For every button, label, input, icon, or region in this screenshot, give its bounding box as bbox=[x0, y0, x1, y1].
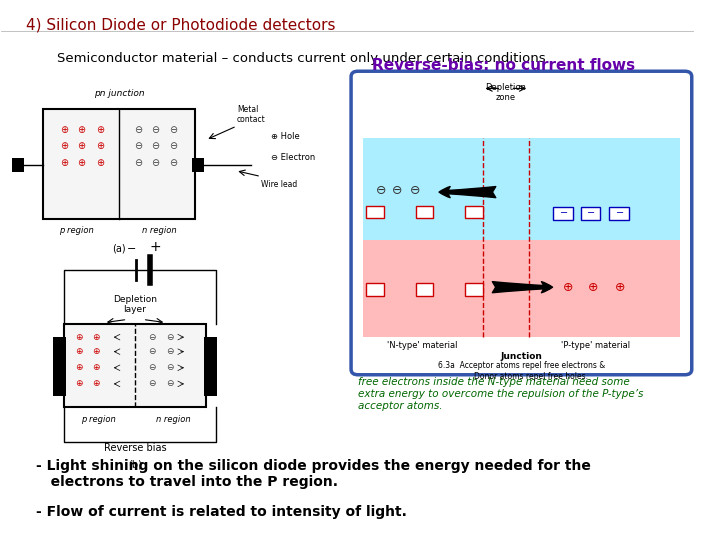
Text: ⊖: ⊖ bbox=[134, 158, 142, 167]
Text: ⊖: ⊖ bbox=[151, 158, 159, 167]
Text: ⊖: ⊖ bbox=[392, 184, 402, 197]
Text: ⊕: ⊕ bbox=[92, 363, 100, 372]
Text: Depletion
zone: Depletion zone bbox=[485, 83, 526, 103]
Text: ⊖: ⊖ bbox=[169, 141, 177, 151]
FancyBboxPatch shape bbox=[366, 284, 384, 296]
Text: ⊕: ⊕ bbox=[75, 347, 83, 356]
Text: - Flow of current is related to intensity of light.: - Flow of current is related to intensit… bbox=[36, 505, 407, 519]
Text: Wire lead: Wire lead bbox=[261, 180, 297, 189]
FancyBboxPatch shape bbox=[43, 109, 195, 219]
Text: ⊕: ⊕ bbox=[60, 158, 68, 167]
Text: ⊕: ⊕ bbox=[77, 141, 85, 151]
Text: Metal
contact: Metal contact bbox=[237, 105, 266, 124]
Text: ⊖: ⊖ bbox=[148, 347, 156, 356]
FancyBboxPatch shape bbox=[366, 206, 384, 218]
Text: ⊖: ⊖ bbox=[169, 125, 177, 136]
Text: ⊖: ⊖ bbox=[148, 333, 156, 342]
Text: ⊖: ⊖ bbox=[166, 363, 174, 372]
Text: ⊕: ⊕ bbox=[96, 158, 104, 167]
Text: 4) Silicon Diode or Photodiode detectors: 4) Silicon Diode or Photodiode detectors bbox=[26, 17, 335, 32]
FancyBboxPatch shape bbox=[12, 158, 24, 172]
Text: ⊖: ⊖ bbox=[166, 380, 174, 388]
Text: ⊕: ⊕ bbox=[614, 281, 625, 294]
FancyBboxPatch shape bbox=[416, 206, 433, 218]
Text: free electrons inside the N-type material need some
extra energy to overcome the: free electrons inside the N-type materia… bbox=[358, 377, 644, 410]
Text: ⊖: ⊖ bbox=[151, 125, 159, 136]
Text: ⊖ Electron: ⊖ Electron bbox=[271, 153, 315, 161]
Text: - Light shining on the silicon diode provides the energy needed for the
   elect: - Light shining on the silicon diode pro… bbox=[36, 459, 591, 489]
FancyBboxPatch shape bbox=[63, 323, 206, 407]
Text: ⊕: ⊕ bbox=[60, 141, 68, 151]
Text: ⊕: ⊕ bbox=[75, 380, 83, 388]
FancyBboxPatch shape bbox=[53, 337, 66, 396]
Text: ⊕: ⊕ bbox=[77, 125, 85, 136]
FancyBboxPatch shape bbox=[553, 207, 572, 220]
Text: ⊕: ⊕ bbox=[562, 281, 573, 294]
Text: ⊕: ⊕ bbox=[92, 347, 100, 356]
Text: ⊕: ⊕ bbox=[92, 380, 100, 388]
Text: 'N-type' material: 'N-type' material bbox=[387, 341, 458, 350]
Text: ⊖: ⊖ bbox=[169, 158, 177, 167]
FancyBboxPatch shape bbox=[609, 207, 629, 220]
Text: ⊕: ⊕ bbox=[96, 141, 104, 151]
Text: ⊖: ⊖ bbox=[166, 347, 174, 356]
FancyBboxPatch shape bbox=[204, 337, 217, 396]
Text: +: + bbox=[149, 240, 161, 254]
Text: 6.3a  Acceptor atoms repel free electrons &
        Donor atoms repel free holes: 6.3a Acceptor atoms repel free electrons… bbox=[438, 361, 605, 381]
Text: ⊕: ⊕ bbox=[75, 363, 83, 372]
Text: ⊕ Hole: ⊕ Hole bbox=[271, 132, 300, 141]
Text: −: − bbox=[127, 244, 136, 254]
Text: (a): (a) bbox=[112, 243, 126, 253]
Text: n region: n region bbox=[142, 226, 176, 235]
FancyBboxPatch shape bbox=[465, 284, 482, 296]
Text: 'P-type' material: 'P-type' material bbox=[561, 341, 630, 350]
Text: ⊕: ⊕ bbox=[588, 281, 599, 294]
FancyBboxPatch shape bbox=[465, 206, 482, 218]
Text: ⊖: ⊖ bbox=[410, 184, 420, 197]
Text: p region: p region bbox=[81, 415, 116, 424]
FancyBboxPatch shape bbox=[192, 158, 204, 172]
Text: ⊖: ⊖ bbox=[134, 125, 142, 136]
Text: ⊖: ⊖ bbox=[376, 184, 386, 197]
Text: (b): (b) bbox=[128, 459, 142, 469]
Text: ⊖: ⊖ bbox=[148, 363, 156, 372]
Text: ⊖: ⊖ bbox=[151, 141, 159, 151]
FancyBboxPatch shape bbox=[416, 284, 433, 296]
Text: Depletion
layer: Depletion layer bbox=[113, 295, 157, 314]
Text: −: − bbox=[588, 208, 595, 218]
Text: ⊖: ⊖ bbox=[166, 333, 174, 342]
Text: pn junction: pn junction bbox=[94, 89, 145, 98]
Text: Reverse-bias: no current flows: Reverse-bias: no current flows bbox=[372, 58, 635, 73]
Text: ⊖: ⊖ bbox=[134, 141, 142, 151]
FancyBboxPatch shape bbox=[351, 71, 692, 375]
Text: ⊕: ⊕ bbox=[96, 125, 104, 136]
Text: ⊕: ⊕ bbox=[92, 333, 100, 342]
Text: Junction: Junction bbox=[500, 352, 542, 361]
Text: −: − bbox=[559, 208, 567, 218]
Text: Reverse bias: Reverse bias bbox=[104, 443, 166, 453]
Text: p region: p region bbox=[59, 226, 94, 235]
Text: Semiconductor material – conducts current only under certain conditions: Semiconductor material – conducts curren… bbox=[57, 52, 546, 65]
Text: −: − bbox=[616, 208, 624, 218]
FancyBboxPatch shape bbox=[363, 240, 680, 337]
Text: ⊕: ⊕ bbox=[77, 158, 85, 167]
Text: ⊖: ⊖ bbox=[148, 380, 156, 388]
FancyBboxPatch shape bbox=[581, 207, 600, 220]
Text: ⊕: ⊕ bbox=[60, 125, 68, 136]
Text: n region: n region bbox=[156, 415, 190, 424]
Text: ⊕: ⊕ bbox=[75, 333, 83, 342]
FancyBboxPatch shape bbox=[363, 138, 680, 240]
